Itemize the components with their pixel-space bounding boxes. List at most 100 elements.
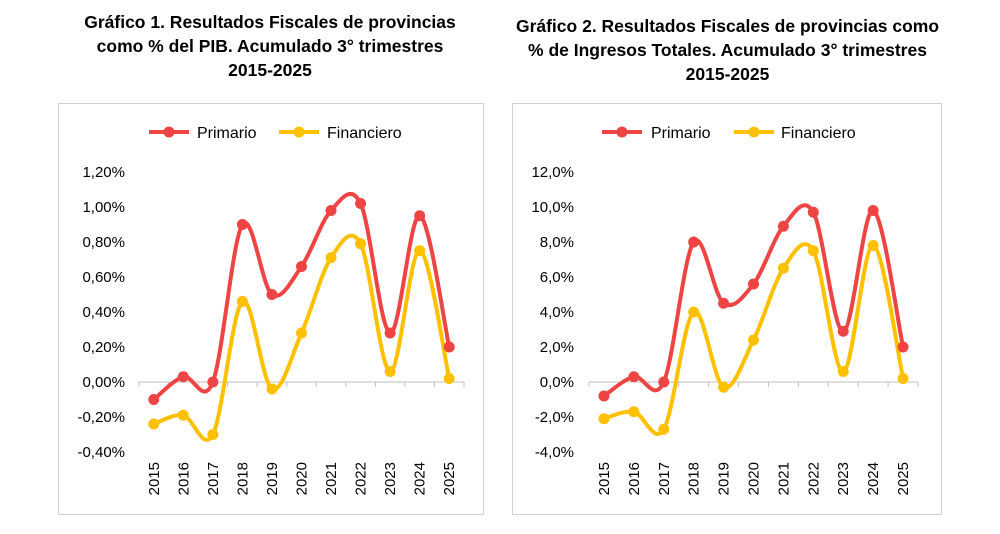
data-point-financiero [177, 409, 189, 421]
series-line-primario [151, 191, 452, 402]
y-tick-label: -4,0% [535, 444, 574, 461]
data-point-primario [598, 390, 610, 402]
y-tick-label: 0,80% [82, 234, 125, 251]
legend-label: Primario [197, 125, 257, 142]
chart-2-title: Gráfico 2. Resultados Fiscales de provin… [505, 14, 950, 86]
y-tick-label: 0,0% [540, 374, 574, 391]
data-point-primario [867, 205, 879, 216]
y-tick-label: 1,20% [82, 164, 125, 181]
data-point-primario [688, 236, 700, 248]
data-point-financiero [236, 296, 248, 307]
x-tick-label: 2025 [895, 462, 912, 495]
data-point-primario [628, 371, 640, 383]
x-tick-label: 2015 [146, 462, 163, 495]
x-tick-label: 2017 [205, 462, 222, 495]
data-point-financiero [266, 383, 278, 395]
data-point-financiero [748, 334, 759, 346]
legend-swatch-marker [616, 126, 628, 138]
chart-2-title-line-2: % de Ingresos Totales. Acumulado 3° trim… [528, 40, 927, 60]
x-tick-label: 2015 [596, 462, 613, 495]
chart-2-title-line-1: Gráfico 2. Resultados Fiscales de provin… [515, 16, 940, 36]
y-tick-label: 6,0% [540, 269, 574, 286]
data-point-financiero [807, 245, 819, 257]
data-point-financiero [688, 306, 700, 318]
x-tick-label: 2021 [323, 462, 340, 495]
chart-1-title-line-1: Gráfico 1. Resultados Fiscales de provin… [84, 12, 456, 32]
data-point-financiero [897, 373, 909, 384]
y-tick-label: 10,0% [531, 199, 574, 216]
x-tick-label: 2016 [175, 462, 192, 495]
y-tick-label: 1,00% [82, 199, 125, 216]
y-tick-label: 0,20% [82, 339, 125, 356]
data-point-financiero [837, 366, 849, 377]
y-tick-label: 0,60% [82, 269, 125, 286]
legend-swatch-marker [748, 126, 760, 138]
data-point-primario [807, 206, 819, 218]
y-tick-label: -2,0% [535, 409, 574, 426]
y-tick-label: -0,20% [77, 409, 125, 426]
x-tick-label: 2016 [626, 462, 643, 495]
x-tick-label: 2023 [835, 462, 852, 495]
legend-label: Primario [651, 125, 711, 142]
chart-1-title-line-3: 2015-2025 [228, 60, 312, 80]
data-point-primario [177, 371, 189, 383]
chart-2-panel: 12,0% 10,0% 8,0% 6,0% 4,0% 2,0% 0,0% -2,0% -4,0%… [512, 103, 942, 515]
legend-swatch-marker [163, 126, 175, 138]
data-point-primario [355, 198, 367, 209]
x-tick-label: 2018 [234, 462, 251, 495]
data-point-primario [837, 325, 849, 337]
data-point-financiero [867, 240, 879, 251]
x-tick-label: 2020 [294, 462, 311, 495]
chart-1-title-line-2: como % del PIB. Acumulado 3° trimestres [96, 36, 444, 56]
y-tick-label: 2,0% [540, 339, 574, 356]
data-point-financiero [148, 418, 160, 430]
data-point-financiero [296, 327, 307, 339]
data-point-primario [443, 341, 455, 353]
data-point-primario [296, 261, 307, 272]
data-point-primario [148, 394, 160, 405]
data-point-primario [658, 376, 670, 388]
data-point-primario [207, 376, 219, 388]
legend-label: Financiero [781, 125, 856, 142]
x-tick-label: 2022 [805, 462, 822, 495]
x-tick-label: 2020 [746, 462, 763, 495]
x-tick-label: 2019 [716, 462, 733, 495]
data-point-financiero [628, 406, 640, 418]
data-point-primario [236, 219, 248, 230]
data-point-financiero [207, 429, 219, 440]
chart-2-title-line-3: 2015-2025 [685, 64, 770, 84]
y-tick-label: 0,00% [82, 374, 125, 391]
y-tick-label: -0,40% [77, 444, 125, 461]
chart-1-svg: 1,20% 1,00% 0,80% 0,60% 0,40% 0,20% 0,00% -0,20… [77, 125, 465, 495]
x-tick-label: 2024 [865, 462, 882, 495]
data-point-financiero [777, 262, 789, 274]
chart-1-title: Gráfico 1. Resultados Fiscales de provin… [55, 10, 485, 82]
data-point-financiero [414, 245, 426, 257]
data-point-primario [748, 278, 759, 290]
x-tick-label: 2021 [775, 462, 792, 495]
data-point-primario [266, 289, 278, 300]
x-tick-label: 2022 [353, 462, 370, 495]
y-tick-label: 12,0% [531, 164, 574, 181]
data-point-financiero [718, 381, 730, 393]
x-tick-label: 2025 [441, 462, 458, 495]
data-point-primario [897, 341, 909, 353]
data-point-financiero [443, 373, 455, 384]
x-tick-label: 2023 [382, 462, 399, 495]
chart-2-svg: 12,0% 10,0% 8,0% 6,0% 4,0% 2,0% 0,0% -2,0% -4,0%… [531, 125, 919, 495]
chart-1-panel: 1,20% 1,00% 0,80% 0,60% 0,40% 0,20% 0,00% -0,20… [58, 103, 484, 515]
data-point-primario [718, 297, 730, 309]
data-point-primario [325, 205, 337, 216]
x-tick-label: 2017 [656, 462, 673, 495]
legend-swatch-marker [293, 126, 305, 138]
y-tick-label: 0,40% [82, 304, 125, 321]
data-point-financiero [658, 423, 670, 435]
data-point-primario [414, 210, 426, 222]
x-tick-label: 2019 [264, 462, 281, 495]
data-point-financiero [325, 252, 337, 264]
data-point-financiero [384, 366, 396, 377]
y-tick-label: 4,0% [540, 304, 574, 321]
x-tick-label: 2024 [412, 462, 429, 495]
legend-label: Financiero [327, 125, 402, 142]
x-tick-label: 2018 [686, 462, 703, 495]
